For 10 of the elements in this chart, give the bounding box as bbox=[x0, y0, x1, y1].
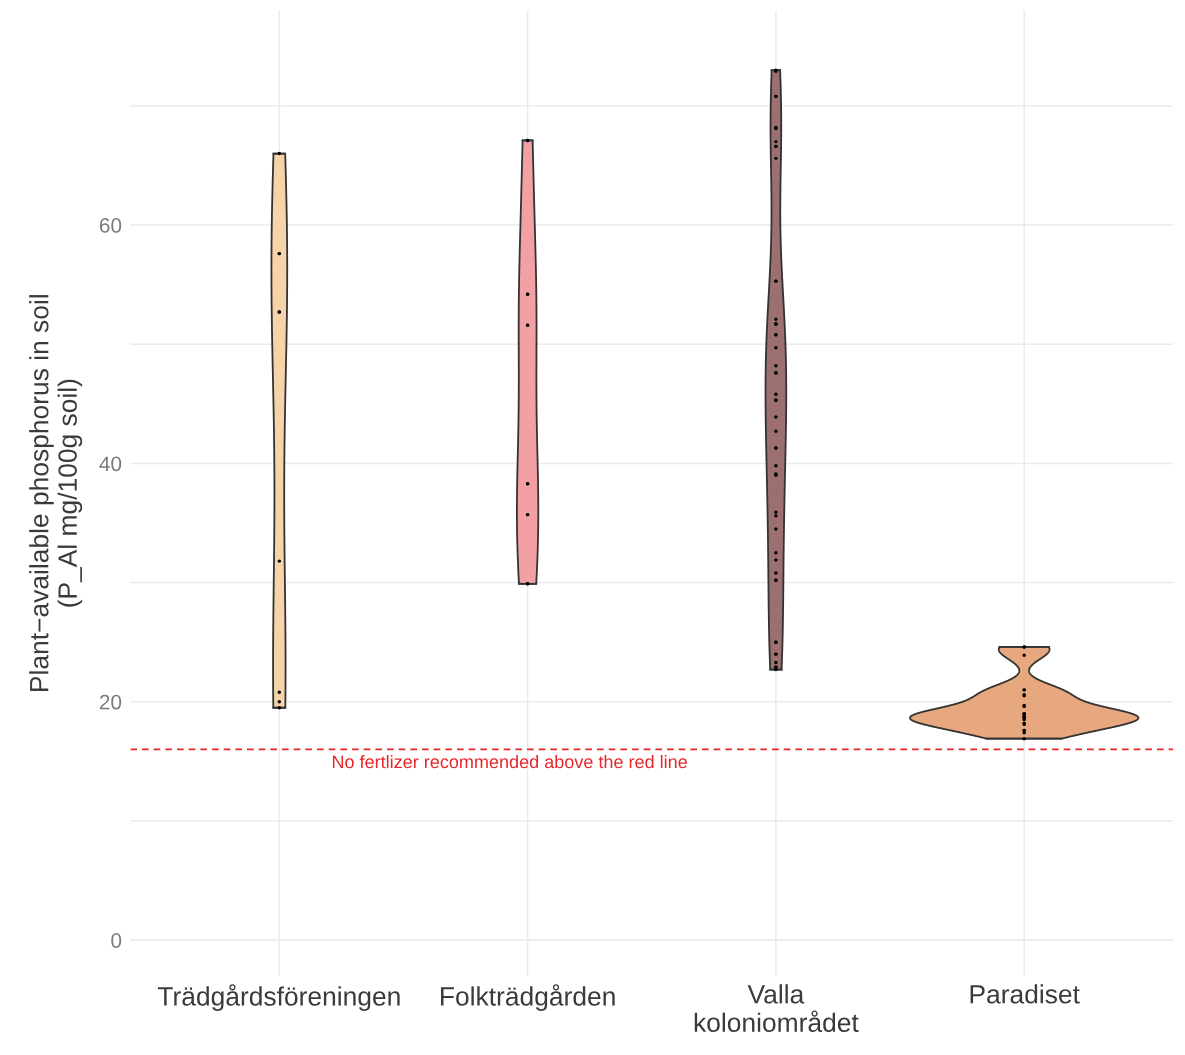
x-tick-label: Paradiset bbox=[970, 984, 1080, 1004]
y-tick-label: 40 bbox=[99, 456, 122, 472]
x-tick-label: Trädgårdsföreningen bbox=[157, 984, 400, 1011]
y-tick-label: 20 bbox=[99, 694, 122, 710]
y-axis-title: Plant−available phosphorus in soil (P_Al mg/100g soil) bbox=[29, 295, 83, 691]
x-tick-label: Folkträdgården bbox=[441, 984, 615, 1011]
x-tick-label: Valla koloniområdet bbox=[694, 984, 859, 1033]
ref-line-label: No fertlizer recommended above the red line bbox=[332, 755, 687, 769]
y-tick-label: 60 bbox=[99, 218, 122, 233]
y-tick-label: 0 bbox=[111, 933, 122, 948]
